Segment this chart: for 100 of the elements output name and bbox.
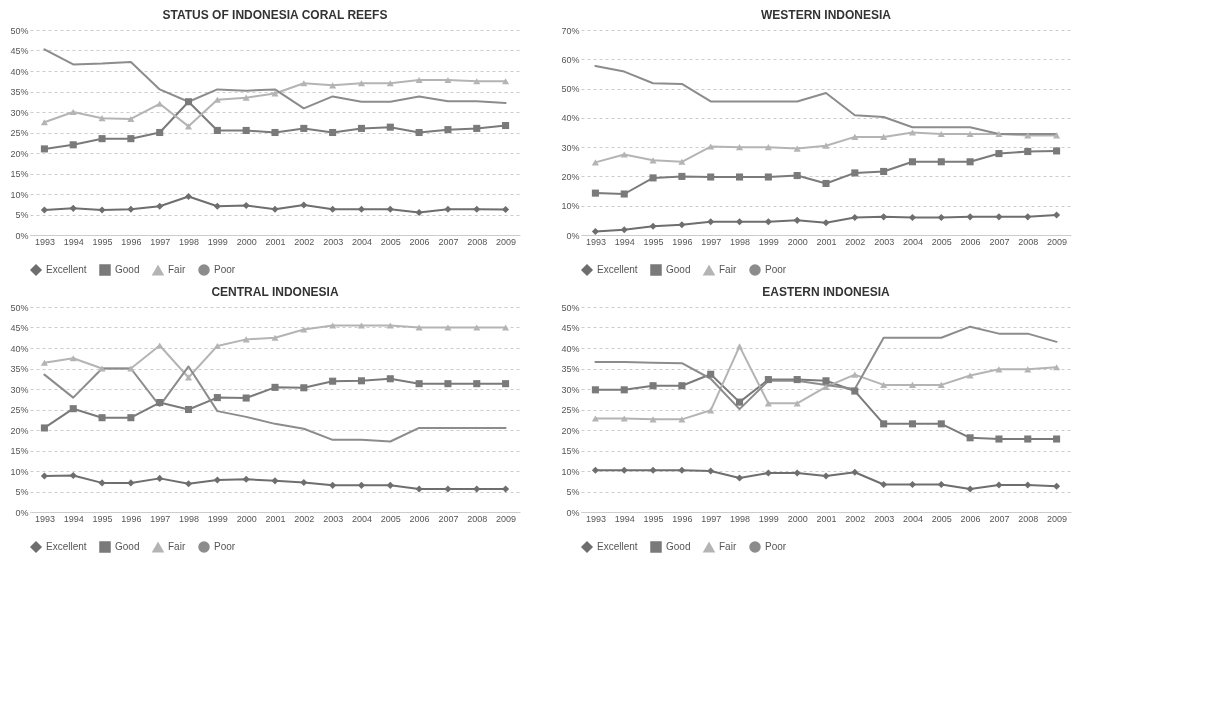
point bbox=[156, 128, 164, 137]
point bbox=[69, 141, 77, 149]
x-tick-label: 1998 bbox=[179, 513, 200, 524]
point bbox=[444, 324, 452, 331]
y-tick-label: 5% bbox=[566, 487, 580, 497]
point bbox=[40, 424, 48, 432]
point bbox=[851, 371, 859, 378]
point bbox=[591, 189, 599, 197]
point bbox=[329, 205, 337, 213]
point bbox=[473, 324, 481, 331]
x-tick-label: 2000 bbox=[236, 236, 257, 247]
x-tick-label: 1996 bbox=[121, 236, 142, 247]
y-tick-label: 5% bbox=[15, 210, 29, 220]
x-tick-label: 1998 bbox=[730, 236, 751, 247]
point bbox=[386, 205, 394, 213]
x-tick-label: 2001 bbox=[265, 513, 286, 524]
point bbox=[473, 124, 481, 132]
point bbox=[793, 172, 801, 180]
y-tick-label: 20% bbox=[10, 148, 29, 159]
point bbox=[357, 322, 366, 329]
point bbox=[329, 128, 337, 137]
x-tick-label: 2001 bbox=[265, 236, 286, 247]
point bbox=[995, 213, 1003, 221]
x-tick-label: 2009 bbox=[496, 236, 517, 247]
legend-label: Poor bbox=[765, 264, 787, 275]
point bbox=[386, 375, 394, 383]
y-tick-label: 15% bbox=[561, 446, 580, 456]
point bbox=[386, 322, 394, 329]
point bbox=[127, 414, 135, 422]
point bbox=[213, 476, 221, 484]
chart-title: EASTERN INDONESIA bbox=[762, 285, 890, 299]
y-tick-label: 50% bbox=[561, 84, 580, 95]
point bbox=[908, 381, 917, 388]
y-tick-label: 45% bbox=[561, 323, 580, 333]
y-tick-label: 15% bbox=[10, 169, 29, 179]
point bbox=[300, 124, 308, 132]
point bbox=[300, 384, 308, 392]
x-tick-label: 2001 bbox=[816, 236, 837, 247]
point bbox=[502, 485, 510, 493]
x-tick-label: 2006 bbox=[409, 513, 430, 524]
point bbox=[98, 365, 106, 372]
point bbox=[40, 206, 48, 214]
point bbox=[678, 382, 686, 390]
point bbox=[908, 420, 917, 428]
point bbox=[415, 380, 423, 388]
x-tick-label: 1993 bbox=[585, 236, 606, 247]
y-tick-label: 10% bbox=[10, 466, 29, 477]
x-tick-label: 1993 bbox=[585, 513, 606, 524]
point bbox=[98, 206, 106, 214]
x-tick-label: 1998 bbox=[730, 513, 751, 524]
point bbox=[937, 158, 945, 166]
legend-label: Poor bbox=[214, 264, 236, 275]
point bbox=[851, 169, 859, 177]
point bbox=[649, 382, 657, 390]
point bbox=[822, 179, 830, 187]
point bbox=[793, 469, 801, 477]
point bbox=[620, 415, 628, 422]
x-tick-label: 1999 bbox=[758, 236, 779, 247]
x-tick-label: 2004 bbox=[351, 236, 372, 247]
point bbox=[69, 471, 77, 480]
x-tick-label: 1997 bbox=[150, 513, 171, 524]
legend-label: Fair bbox=[168, 541, 186, 553]
point bbox=[184, 374, 193, 381]
y-tick-label: 0% bbox=[566, 230, 580, 241]
legend-label: Excellent bbox=[597, 264, 638, 275]
point bbox=[591, 227, 599, 236]
point bbox=[1053, 147, 1061, 155]
point bbox=[502, 206, 510, 214]
point bbox=[502, 121, 510, 130]
point bbox=[678, 158, 686, 165]
point bbox=[966, 485, 974, 493]
point bbox=[502, 380, 510, 388]
x-tick-label: 2004 bbox=[902, 513, 923, 524]
point bbox=[851, 133, 859, 140]
x-tick-label: 1996 bbox=[672, 513, 693, 524]
line-series bbox=[594, 325, 1058, 411]
x-tick-label: 2000 bbox=[787, 236, 808, 247]
point bbox=[764, 173, 772, 181]
point bbox=[880, 381, 888, 388]
legend-label: Good bbox=[666, 541, 691, 552]
point bbox=[444, 205, 452, 213]
point bbox=[271, 334, 279, 341]
legend-label: Poor bbox=[214, 541, 236, 552]
point bbox=[415, 76, 423, 84]
x-tick-label: 1999 bbox=[207, 236, 228, 247]
x-tick-label: 2008 bbox=[467, 513, 488, 524]
point bbox=[649, 174, 657, 182]
y-tick-label: 20% bbox=[10, 425, 29, 436]
x-tick-label: 2002 bbox=[294, 513, 315, 524]
point bbox=[735, 218, 744, 226]
chart-title: STATUS OF INDONESIA CORAL REEFS bbox=[162, 8, 388, 22]
point bbox=[300, 478, 308, 487]
point bbox=[271, 383, 279, 391]
point bbox=[127, 365, 135, 372]
legend-label: Excellent bbox=[46, 264, 87, 275]
point bbox=[156, 342, 164, 349]
point bbox=[764, 144, 772, 151]
legend-label: Poor bbox=[765, 541, 787, 552]
point bbox=[98, 414, 106, 422]
point bbox=[40, 119, 48, 126]
